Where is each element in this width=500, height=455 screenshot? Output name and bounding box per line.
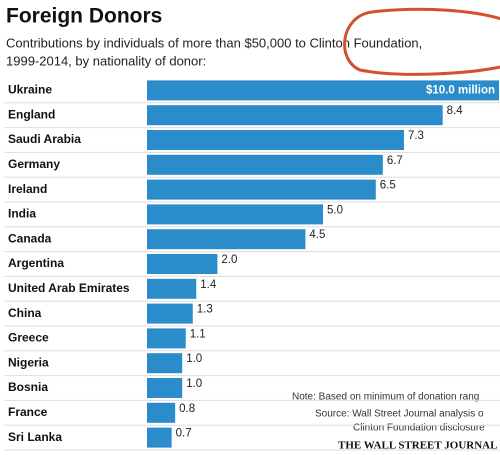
value-label: 2.0 xyxy=(221,254,237,266)
bar xyxy=(147,278,197,299)
category-label: China xyxy=(8,306,42,320)
bar xyxy=(147,378,183,398)
bar xyxy=(147,328,186,349)
category-label: France xyxy=(8,405,48,419)
bar xyxy=(147,353,183,374)
category-label: Bosnia xyxy=(8,380,48,394)
subtitle: Contributions by individuals of more tha… xyxy=(6,35,422,50)
value-label: 5.0 xyxy=(327,204,343,216)
bar xyxy=(147,303,193,324)
category-label: Sri Lanka xyxy=(8,430,62,444)
category-label: Argentina xyxy=(8,256,64,270)
hand-drawn-circle xyxy=(343,7,500,76)
brand: THE WALL STREET JOURNAL xyxy=(338,440,497,452)
category-label: Saudi Arabia xyxy=(8,132,81,146)
category-label: United Arab Emirates xyxy=(8,281,130,295)
value-label: $10.0 million xyxy=(426,84,495,96)
category-label: Ukraine xyxy=(8,83,52,97)
value-label: 6.5 xyxy=(380,180,396,192)
bar xyxy=(147,80,499,101)
source: Source: Wall Street Journal analysis o xyxy=(315,409,484,420)
category-label: Canada xyxy=(8,231,52,245)
category-label: Germany xyxy=(8,157,60,171)
bar xyxy=(147,254,218,274)
value-label: 1.3 xyxy=(197,304,213,316)
bar xyxy=(147,130,404,150)
value-label: 4.5 xyxy=(309,229,325,241)
value-label: 0.8 xyxy=(179,403,195,415)
note: Note: Based on minimum of donation rang xyxy=(292,392,479,403)
value-label: 1.0 xyxy=(186,378,202,390)
category-label: Ireland xyxy=(8,182,47,196)
value-label: 7.3 xyxy=(408,130,424,142)
bar xyxy=(147,204,323,225)
category-label: England xyxy=(8,107,55,121)
category-label: Greece xyxy=(8,331,49,345)
bar xyxy=(147,402,176,423)
chart-title: Foreign Donors xyxy=(6,5,162,28)
value-label: 1.1 xyxy=(190,328,206,340)
category-label: Nigeria xyxy=(8,355,49,369)
category-label: India xyxy=(8,207,36,221)
source: Clinton Foundation disclosure xyxy=(353,423,485,434)
value-label: 1.0 xyxy=(186,353,202,365)
bar xyxy=(147,229,306,250)
value-label: 0.7 xyxy=(176,428,192,440)
bar xyxy=(147,105,443,126)
bar xyxy=(147,427,172,448)
bar xyxy=(147,154,383,175)
value-label: 6.7 xyxy=(387,155,403,167)
value-label: 8.4 xyxy=(447,105,464,117)
subtitle: 1999-2014, by nationality of donor: xyxy=(6,53,206,68)
bar xyxy=(147,179,376,200)
value-label: 1.4 xyxy=(200,279,217,291)
